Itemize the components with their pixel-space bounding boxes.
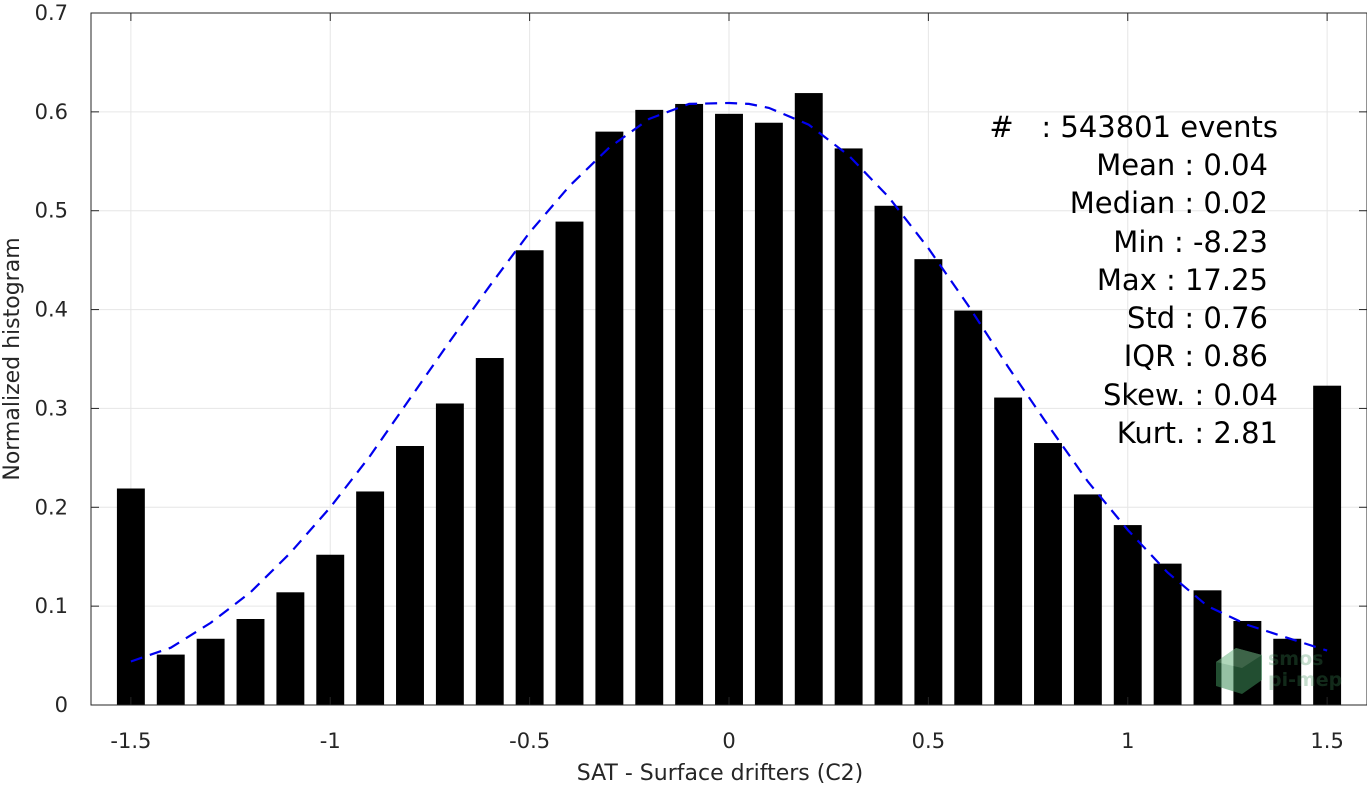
y-tick-label-1: 0.1 xyxy=(35,594,68,618)
bar-6 xyxy=(356,491,385,705)
bar-18 xyxy=(834,148,863,706)
bar-15 xyxy=(715,113,743,705)
fit-curve xyxy=(130,101,1328,663)
y-tick-label-5: 0.5 xyxy=(35,199,68,223)
bar-4 xyxy=(276,592,305,705)
stat-std: Std : 0.76 xyxy=(1127,301,1268,335)
bar-19 xyxy=(874,205,903,705)
y-tick-label-3: 0.3 xyxy=(35,396,68,420)
x-tick-label-1: -1 xyxy=(320,729,341,753)
x-tick-label-6: 1.5 xyxy=(1310,729,1343,753)
bar-13 xyxy=(635,109,664,705)
y-tick-label-4: 0.4 xyxy=(35,298,68,322)
cube-icon xyxy=(1216,648,1262,694)
watermark-line1: smos xyxy=(1268,648,1323,670)
bar-21 xyxy=(954,310,983,705)
x-tick-label-4: 0.5 xyxy=(912,729,945,753)
stat-count: # : 543801 events xyxy=(989,110,1278,144)
bar-8 xyxy=(435,403,464,705)
y-tick-label-2: 0.2 xyxy=(35,495,68,519)
bar-5 xyxy=(316,554,345,705)
watermark-logo: smos pi-mep xyxy=(1216,648,1342,694)
bar-3 xyxy=(236,618,265,705)
stat-min: Min : -8.23 xyxy=(1113,225,1268,259)
bar-22 xyxy=(994,397,1023,705)
stat-skew: Skew. : 0.04 xyxy=(1103,378,1278,412)
bar-9 xyxy=(475,358,504,705)
watermark-line2: pi-mep xyxy=(1268,669,1342,691)
bar-0 xyxy=(116,488,145,705)
bar-1 xyxy=(156,654,185,705)
x-tick-label-3: 0 xyxy=(722,729,735,753)
x-tick-label-5: 1 xyxy=(1121,729,1134,753)
bar-20 xyxy=(914,259,943,705)
bars xyxy=(116,93,1342,706)
bar-16 xyxy=(754,122,783,705)
bar-14 xyxy=(675,103,704,706)
bar-17 xyxy=(794,93,823,706)
y-tick-label-0: 0 xyxy=(55,693,68,717)
bar-29 xyxy=(1273,638,1302,705)
y-tick-label-7: 0.7 xyxy=(35,1,68,25)
bar-25 xyxy=(1113,525,1142,705)
bar-26 xyxy=(1153,563,1182,705)
bar-2 xyxy=(196,638,225,705)
x-tick-label-2: -0.5 xyxy=(509,729,550,753)
bar-23 xyxy=(1034,443,1062,705)
y-tick-labels: 0 0.1 0.2 0.3 0.4 0.5 0.6 0.7 xyxy=(35,1,68,717)
x-tick-label-0: -1.5 xyxy=(110,729,151,753)
x-axis-label: SAT - Surface drifters (C2) xyxy=(577,761,864,785)
x-tick-labels: -1.5 -1 -0.5 0 0.5 1 1.5 xyxy=(110,729,1343,753)
bar-24 xyxy=(1073,494,1102,705)
ticks xyxy=(91,12,1367,706)
y-axis-label: Normalized histogram xyxy=(0,237,25,480)
stat-median: Median : 0.02 xyxy=(1070,186,1268,220)
bar-12 xyxy=(595,131,624,706)
bar-10 xyxy=(515,250,544,705)
stat-iqr: IQR : 0.86 xyxy=(1124,339,1268,373)
bar-11 xyxy=(555,221,584,706)
stats-annotation: # : 543801 events Mean : 0.04 Median : 0… xyxy=(989,110,1278,450)
stat-mean: Mean : 0.04 xyxy=(1096,148,1268,182)
stat-max: Max : 17.25 xyxy=(1097,263,1268,297)
y-tick-label-6: 0.6 xyxy=(35,100,68,124)
bar-27 xyxy=(1193,590,1222,705)
bar-7 xyxy=(396,445,424,705)
stat-kurt: Kurt. : 2.81 xyxy=(1117,416,1278,450)
bar-30 xyxy=(1313,385,1342,705)
